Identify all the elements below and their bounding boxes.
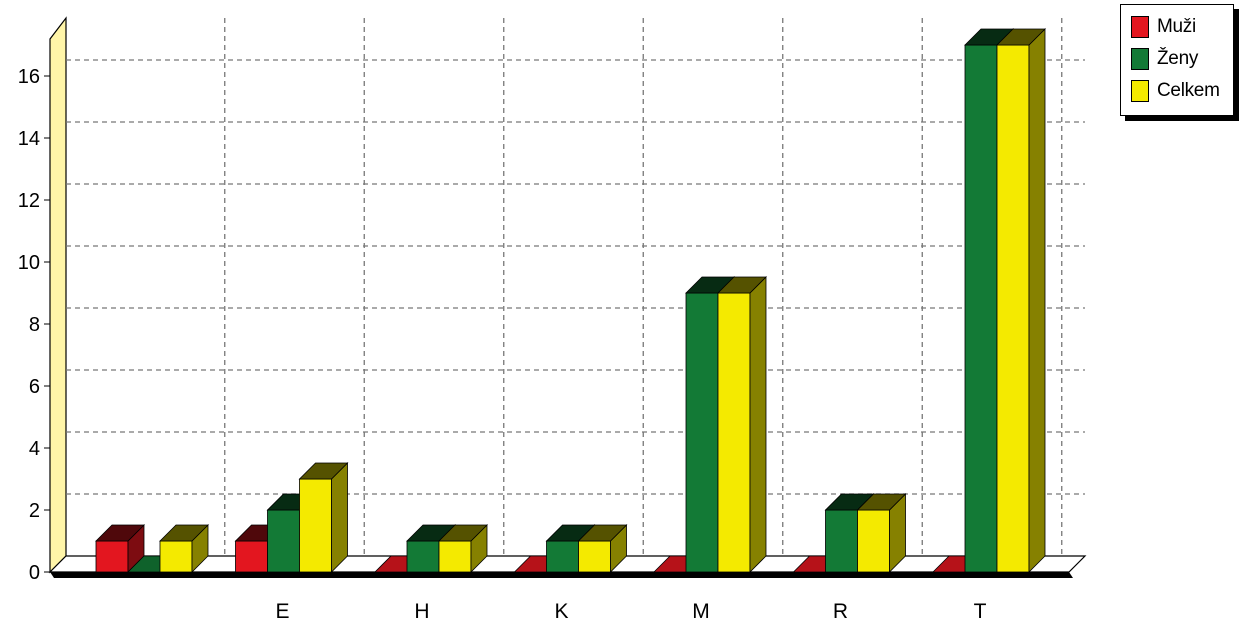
bar-celkem-5 [857,509,890,573]
legend-swatch-celkem [1131,80,1149,102]
x-tick-label: E [275,600,289,623]
bar-celkem-6 [996,44,1030,573]
bar-celkem-0 [159,540,193,573]
x-tick-label: H [414,600,429,623]
legend-label-zeny: Ženy [1157,48,1199,69]
bar-celkem-6-top [996,28,1046,46]
legend-item-muzi: Muži [1131,13,1196,41]
y-tick-label: 2 [29,500,40,522]
bar-muzi-1 [235,540,268,573]
y-tick-label: 10 [18,252,40,274]
x-tick-label: K [554,600,568,623]
bar-celkem-1-top [298,462,349,480]
legend: Muži Ženy Celkem [1120,4,1234,116]
bar-celkem-3 [578,540,611,573]
legend-swatch-zeny [1131,48,1149,70]
bar-celkem-4 [717,292,751,573]
floor-edge [50,572,1073,578]
bar-celkem-5-top [856,493,907,511]
bar-celkem-1 [299,478,332,573]
bar-muzi-0-top [95,524,145,542]
bar-celkem-2 [438,540,472,573]
bar-zeny-4 [685,292,719,573]
bar-zeny-3 [546,540,579,573]
x-tick-label: R [833,600,848,623]
bar-zeny-2 [406,540,440,573]
bar-celkem-2-top [438,524,488,542]
bar-zeny-1 [267,509,300,573]
y-tick-label: 4 [29,438,40,460]
x-tick-label: T [974,600,987,623]
y-tick-label: 0 [29,562,40,584]
legend-label-celkem: Celkem [1157,80,1220,101]
legend-item-celkem: Celkem [1131,77,1220,105]
bar-celkem-4-side [749,276,767,573]
y-tick-label: 14 [18,128,40,150]
y-tick-label: 16 [18,66,40,88]
y-tick-label: 12 [18,190,40,212]
legend-label-muzi: Muži [1157,16,1196,37]
bar-zeny-5 [825,509,858,573]
bar-celkem-4-top [717,276,767,294]
bar-celkem-0-top [159,524,209,542]
y-tick-label: 6 [29,376,40,398]
bar-celkem-3-top [577,524,628,542]
x-tick-label: M [692,600,710,623]
legend-item-zeny: Ženy [1131,45,1198,73]
bar-muzi-0 [95,540,129,573]
bar-zeny-6 [964,44,998,573]
bar-celkem-1-side [331,462,348,573]
bar-celkem-6-side [1028,28,1046,573]
y-tick-label: 8 [29,314,40,336]
left-wall [49,16,67,574]
legend-swatch-muzi [1131,16,1149,38]
